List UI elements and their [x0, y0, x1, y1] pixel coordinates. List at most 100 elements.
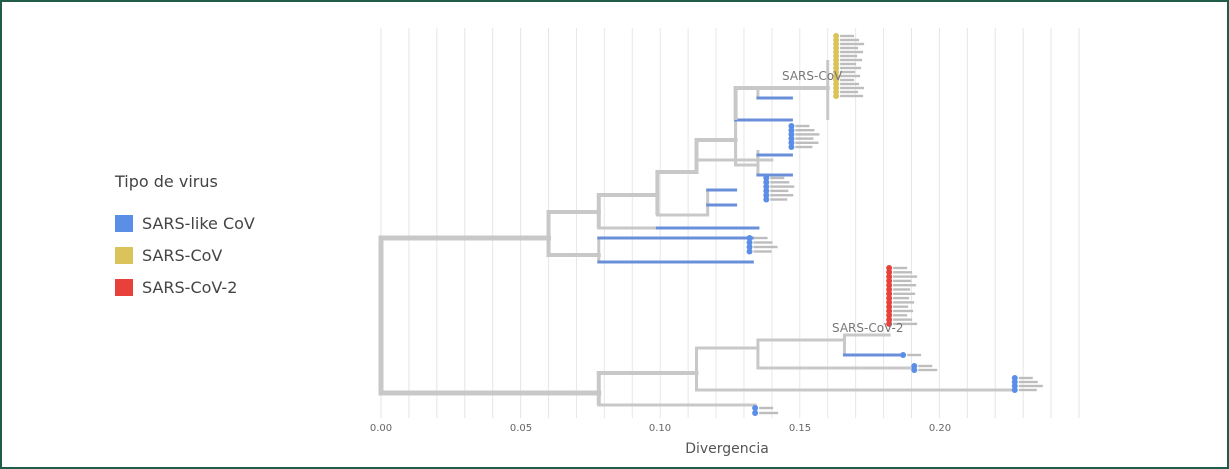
leaf-node [752, 405, 759, 411]
leaf-label-mark [753, 241, 773, 244]
leaf-node [886, 282, 893, 289]
leaf-label-mark [770, 189, 789, 193]
leaf-node [763, 179, 770, 186]
clade-label-sars-cov: SARS-CoV [782, 69, 843, 83]
leaf-node [886, 277, 893, 284]
legend-title: Tipo de virus [115, 172, 218, 191]
leaf-node [788, 144, 795, 150]
leaf-label-mark [840, 74, 861, 78]
leaf-node [886, 303, 893, 310]
leaf-label-mark [840, 78, 855, 82]
leaf-label-mark [840, 34, 855, 38]
leaf-label-mark [753, 245, 778, 249]
legend-item-sars-like-cov: SARS-like CoV [115, 207, 255, 239]
leaf-label-mark [770, 198, 788, 201]
leaf-node [746, 239, 753, 246]
leaf-label-mark [1018, 380, 1038, 384]
leaf-label-mark [759, 406, 774, 410]
legend-label: SARS-like CoV [142, 213, 255, 233]
leaf-node [763, 196, 770, 203]
leaf-node [788, 139, 795, 146]
x-tick-label: 0.00 [370, 423, 392, 434]
legend-label: SARS-CoV-2 [142, 277, 238, 297]
leaf-label-mark [840, 86, 865, 90]
leaf-node [886, 273, 893, 280]
leaf-node [886, 265, 893, 271]
leaf-node [886, 269, 893, 276]
legend-swatch-red [115, 278, 133, 296]
leaf-label-mark [840, 62, 857, 66]
leaf-label-mark [770, 194, 794, 197]
leaf-label-mark [795, 129, 815, 132]
leaf-label-mark [840, 70, 856, 74]
leaf-node [911, 367, 918, 373]
leaf-label-mark [753, 250, 772, 253]
x-tick-label: 0.20 [929, 423, 951, 434]
leaf-label-mark [893, 296, 910, 300]
leaf-label-mark [770, 185, 795, 188]
leaf-node [886, 286, 893, 293]
leaf-label-mark [907, 353, 922, 357]
leaf-label-mark [770, 176, 785, 180]
leaf-label-mark [893, 279, 912, 283]
leaf-node [746, 235, 753, 241]
leaf-label-mark [795, 124, 810, 128]
tree-labels [753, 34, 1043, 415]
leaf-label-mark [893, 318, 913, 321]
leaf-node [752, 410, 759, 416]
leaf-node [833, 93, 840, 99]
leaf-label-mark [893, 305, 909, 308]
x-tick-label: 0.10 [649, 423, 671, 434]
leaf-node [746, 244, 753, 250]
leaf-label-mark [795, 137, 814, 140]
legend-swatch-blue [115, 214, 133, 232]
legend-item-sars-cov: SARS-CoV [115, 239, 255, 271]
leaf-label-mark [840, 66, 862, 70]
leaf-node [900, 352, 907, 358]
leaf-label-mark [840, 54, 858, 58]
x-tick-label: 0.15 [789, 423, 811, 434]
leaf-label-mark [840, 42, 865, 46]
leaf-label-mark [893, 266, 908, 270]
leaf-node [886, 290, 893, 297]
legend-label: SARS-CoV [142, 245, 223, 265]
legend: Tipo de virus SARS-like CoV SARS-CoV SAR… [115, 172, 255, 303]
leaf-label-mark [795, 145, 813, 149]
tree-leaves [746, 33, 1018, 416]
leaf-node [746, 248, 753, 255]
leaf-node [886, 312, 893, 319]
leaf-label-mark [1018, 376, 1033, 380]
x-axis-label: Divergencia [685, 441, 769, 457]
leaf-label-mark [840, 82, 860, 86]
leaf-label-mark [840, 90, 859, 94]
leaf-label-mark [893, 301, 915, 304]
legend-item-sars-cov-2: SARS-CoV-2 [115, 271, 255, 303]
leaf-node [763, 175, 770, 181]
leaf-label-mark [893, 284, 917, 287]
leaf-label-mark [795, 141, 819, 144]
legend-swatch-yellow [115, 246, 133, 264]
leaf-node [886, 320, 893, 327]
leaf-label-mark [893, 292, 916, 295]
leaf-label-mark [753, 236, 768, 240]
leaf-node [788, 135, 795, 142]
leaf-node [763, 183, 770, 190]
leaf-label-mark [1018, 388, 1037, 392]
leaf-label-mark [893, 271, 913, 274]
leaf-node [788, 123, 795, 129]
x-axis: 0.00 0.05 0.10 0.15 0.20 Divergencia [370, 423, 951, 457]
leaf-node [788, 131, 795, 138]
leaf-label-mark [840, 38, 860, 42]
leaf-node [763, 187, 770, 194]
leaf-node [1011, 387, 1018, 393]
grid-lines [380, 28, 1080, 418]
leaf-label-mark [840, 50, 864, 54]
leaf-label-mark [918, 364, 933, 368]
leaf-label-mark [1018, 384, 1043, 388]
leaf-label-mark [893, 309, 914, 313]
leaf-label-mark [795, 133, 820, 136]
leaf-label-mark [840, 58, 863, 62]
leaf-label-mark [893, 275, 918, 278]
